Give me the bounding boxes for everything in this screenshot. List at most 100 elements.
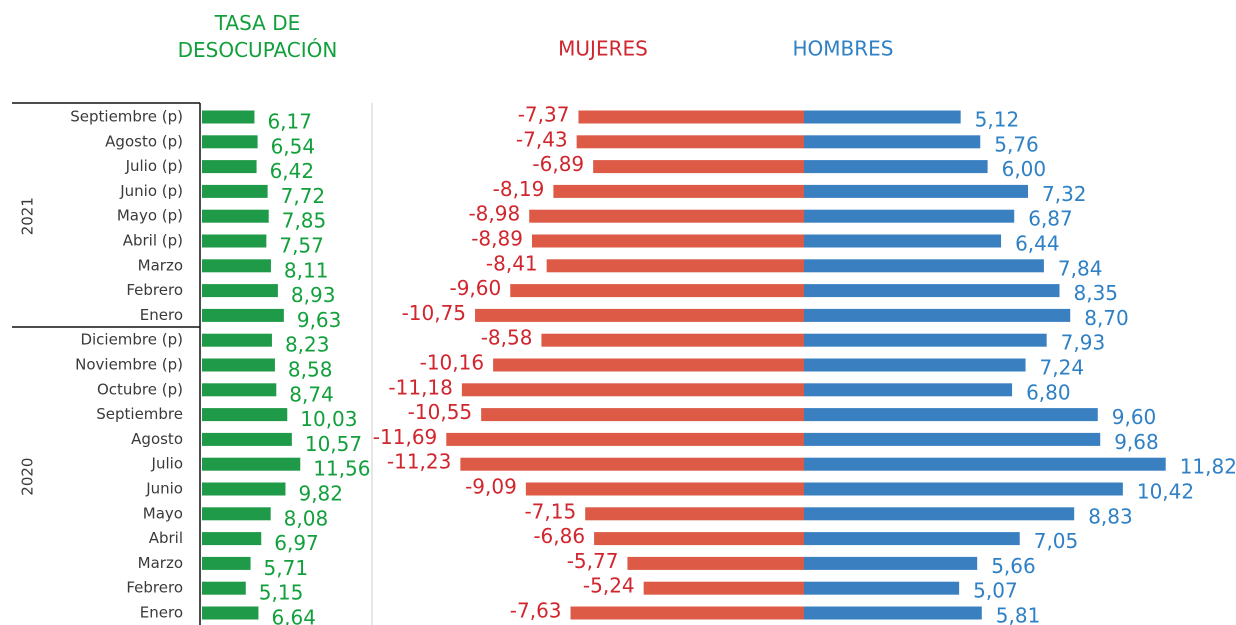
category-label: Julio [151, 455, 183, 473]
bar [804, 209, 1015, 223]
bar [529, 209, 804, 223]
category-label: Abril [149, 529, 183, 547]
bar [804, 234, 1002, 248]
bar [202, 160, 257, 174]
bar [493, 358, 804, 372]
value-label: 6,97 [274, 531, 319, 555]
category-label: Febrero [126, 579, 183, 597]
bar [804, 457, 1166, 471]
bar [804, 135, 981, 149]
value-label: 7,57 [279, 234, 324, 258]
value-label: -7,43 [516, 127, 568, 151]
value-label: 5,07 [973, 579, 1018, 603]
category-label: Junio [145, 480, 183, 498]
value-label: 9,68 [1114, 430, 1159, 454]
bar [804, 308, 1071, 322]
value-label: 9,82 [298, 482, 343, 506]
value-label: 7,72 [281, 184, 326, 208]
bar [643, 581, 804, 595]
value-label: -7,63 [510, 599, 562, 623]
bar [578, 110, 804, 124]
bar [804, 606, 982, 620]
value-label: 8,83 [1088, 504, 1133, 528]
category-label: Octubre (p) [97, 380, 183, 398]
bar [202, 234, 267, 248]
value-label: 6,54 [271, 134, 316, 158]
bar [804, 507, 1075, 521]
bar [202, 110, 255, 124]
value-label: 7,24 [1040, 356, 1085, 380]
bar [593, 160, 804, 174]
value-label: 5,81 [996, 604, 1041, 625]
bar [804, 110, 961, 124]
bar [804, 333, 1047, 347]
bar [461, 383, 804, 397]
bar [202, 209, 269, 223]
value-label: 6,80 [1026, 380, 1071, 404]
value-label: 5,15 [259, 581, 304, 605]
value-label: 8,93 [291, 283, 336, 307]
value-label: 5,12 [975, 108, 1020, 132]
value-label: 5,76 [994, 132, 1039, 156]
value-label: 11,82 [1180, 455, 1236, 479]
category-label: Septiembre [96, 405, 183, 423]
bar [553, 184, 804, 198]
bar [202, 581, 246, 595]
bar [576, 135, 804, 149]
value-label: 7,93 [1061, 331, 1106, 355]
category-label: Agosto (p) [105, 132, 183, 150]
bar [475, 308, 804, 322]
bar [202, 259, 271, 273]
value-label: -11,18 [388, 375, 452, 399]
value-label: -11,23 [387, 450, 451, 474]
value-label: -11,69 [373, 425, 437, 449]
bar [510, 284, 804, 298]
value-label: -10,75 [402, 301, 466, 325]
value-label: 10,03 [300, 407, 357, 431]
value-label: -9,60 [449, 276, 501, 300]
value-label: -10,16 [420, 351, 484, 375]
value-label: 8,11 [284, 258, 329, 282]
value-label: 10,57 [305, 432, 362, 456]
group-label: 2021 [19, 197, 37, 235]
value-label: 6,42 [270, 159, 315, 183]
bar [202, 532, 262, 546]
category-label: Diciembre (p) [80, 331, 183, 349]
bar [804, 408, 1098, 422]
value-label: 8,70 [1084, 306, 1129, 330]
bar [202, 507, 271, 521]
bar [202, 432, 292, 446]
bar [804, 532, 1020, 546]
value-label: 8,23 [285, 333, 330, 357]
bar [202, 308, 284, 322]
bar [570, 606, 804, 620]
group-label: 2020 [19, 458, 37, 496]
value-label: -5,24 [583, 574, 635, 598]
value-label: -5,77 [567, 549, 619, 573]
value-label: 6,44 [1015, 232, 1060, 256]
bar [546, 259, 804, 273]
value-label: -8,58 [481, 326, 533, 350]
category-label: Marzo [138, 554, 183, 572]
value-label: 8,08 [284, 506, 329, 530]
bar [202, 184, 268, 198]
bar [804, 581, 960, 595]
value-label: -7,37 [518, 103, 570, 127]
category-label: Enero [140, 604, 183, 622]
value-label: -9,09 [465, 475, 517, 499]
value-label: 6,87 [1028, 207, 1073, 231]
bar [627, 556, 804, 570]
bar [202, 556, 251, 570]
category-label: Abril (p) [123, 232, 183, 250]
bar [525, 482, 804, 496]
bar [460, 457, 804, 471]
bar [804, 160, 988, 174]
bar [541, 333, 804, 347]
value-label: 9,63 [297, 308, 342, 332]
bar [585, 507, 804, 521]
category-label: Agosto [131, 430, 183, 448]
bar [531, 234, 804, 248]
value-label: -6,89 [532, 152, 584, 176]
